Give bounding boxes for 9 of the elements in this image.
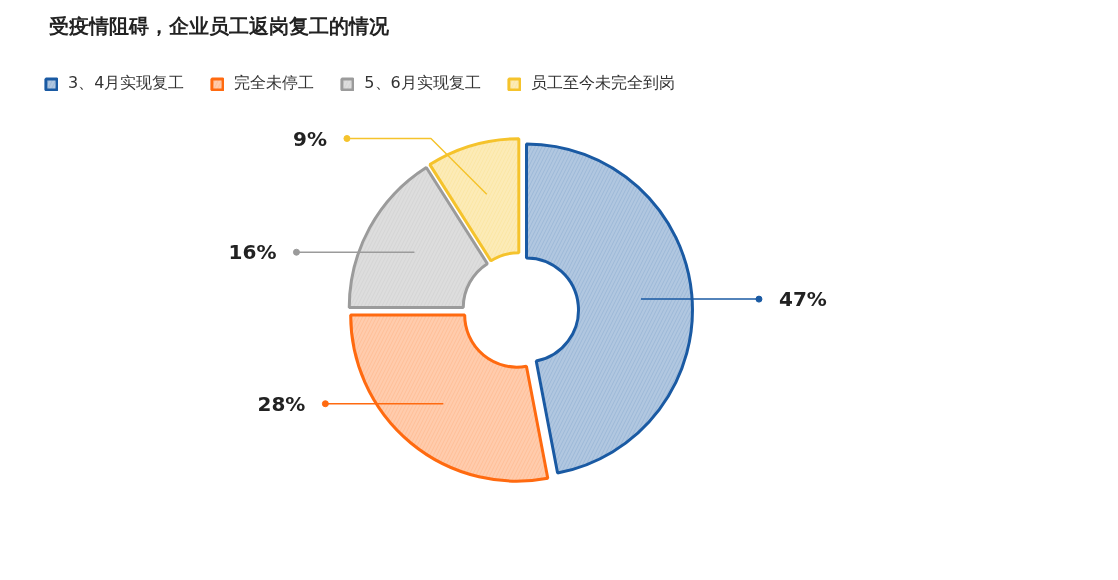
legend-label: 完全未停工 [234, 73, 315, 94]
data-label: 9% [292, 126, 327, 151]
data-label: 47% [778, 287, 827, 312]
legend-label: 3、4月实现复工 [68, 73, 185, 94]
data-label: 28% [257, 391, 306, 416]
legend-label: 5、6月实现复工 [364, 73, 481, 94]
chart-title: 受疫情阻碍，企业员工返岗复工的情况 [48, 13, 390, 38]
data-label: 16% [228, 240, 277, 265]
legend-label: 员工至今未完全到岗 [530, 73, 675, 94]
